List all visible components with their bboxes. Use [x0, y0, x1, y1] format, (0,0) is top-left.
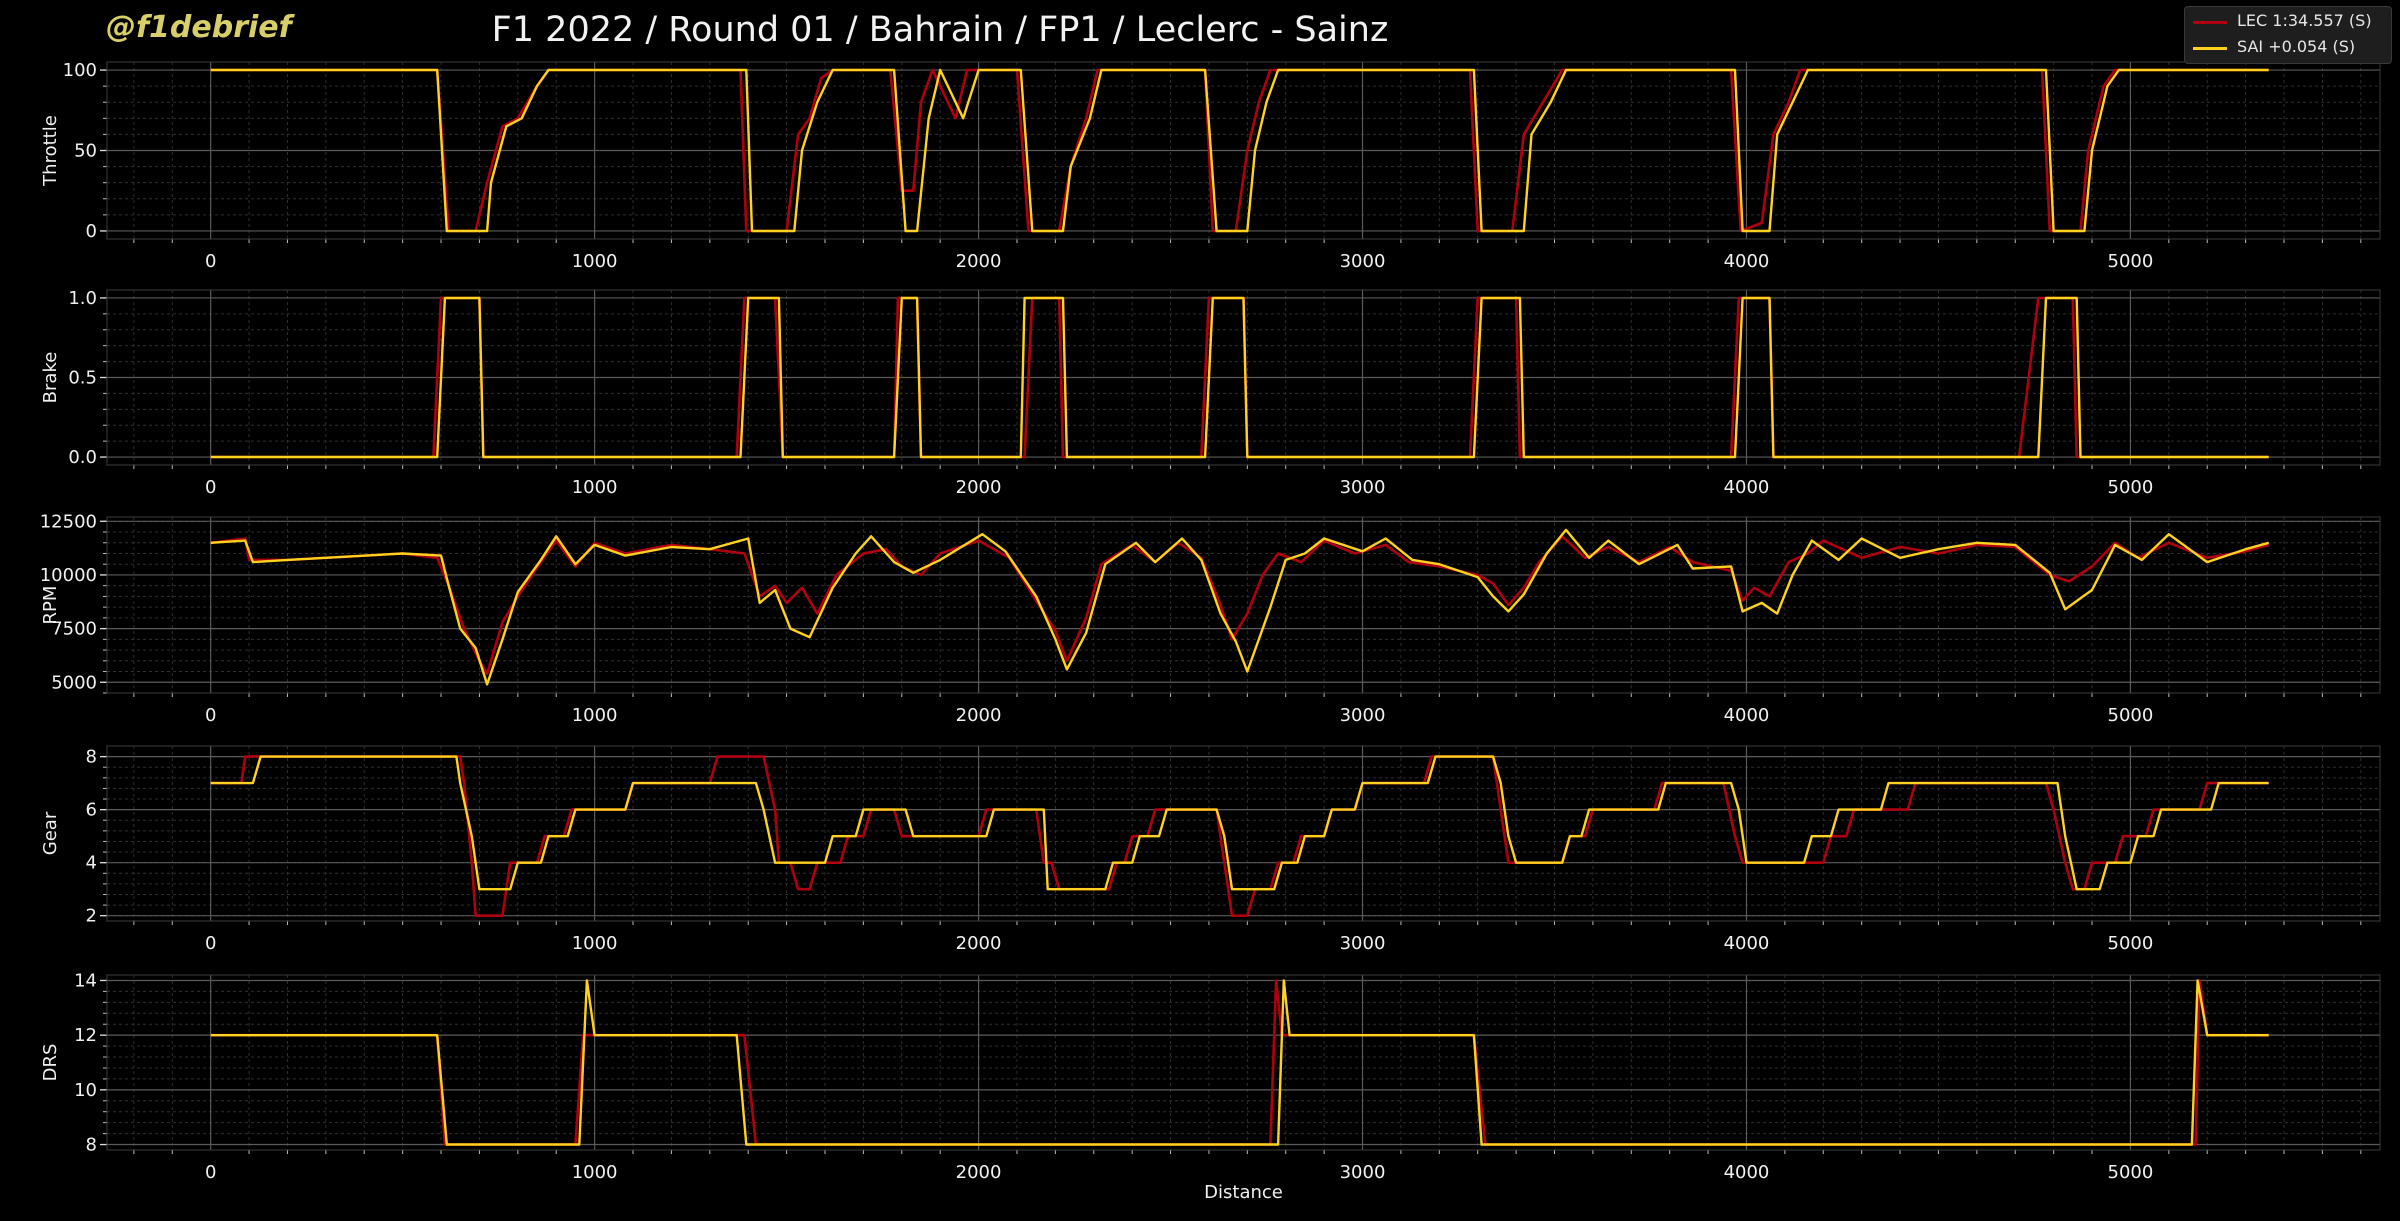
y-tick-label: 0.5 [68, 368, 97, 389]
y-tick-label: 1.0 [68, 288, 97, 309]
y-tick-label: 2 [86, 906, 97, 927]
series-line-lec [210, 755, 2269, 917]
legend-label-sai: SAI +0.054 (S) [2237, 37, 2356, 56]
y-tick-label: 12 [74, 1025, 97, 1046]
legend-entry-lec: LEC 1:34.557 (S) [2185, 10, 2391, 34]
x-axis-label: Distance [1204, 1182, 1283, 1203]
y-axis-label: Throttle [40, 115, 61, 187]
x-tick-label: 5000 [2108, 705, 2154, 726]
x-tick-label: 4000 [1724, 251, 1770, 272]
y-tick-label: 0 [86, 221, 97, 242]
y-tick-label: 50 [74, 141, 97, 162]
y-tick-label: 7500 [51, 619, 97, 640]
x-tick-label: 0 [205, 477, 216, 498]
x-tick-label: 1000 [572, 477, 618, 498]
x-tick-label: 3000 [1340, 1162, 1386, 1183]
x-tick-label: 1000 [572, 933, 618, 954]
x-tick-label: 0 [205, 933, 216, 954]
series-line-lec [210, 535, 2270, 675]
x-tick-label: 1000 [572, 705, 618, 726]
y-tick-label: 5000 [51, 672, 97, 693]
x-tick-label: 3000 [1340, 705, 1386, 726]
panel-frame [106, 61, 2381, 240]
panel-rpm: 0 1000 2000 3000 4000 5000 5000 7500 10000 12500 R… [40, 511, 2381, 726]
x-tick-label: 2000 [956, 1162, 1002, 1183]
x-tick-label: 1000 [572, 251, 618, 272]
series-line-sai [210, 68, 2269, 233]
panel-frame [106, 289, 2381, 466]
series-line-sai [210, 528, 2270, 686]
x-tick-label: 2000 [956, 933, 1002, 954]
y-tick-label: 8 [86, 1135, 97, 1156]
x-tick-label: 0 [205, 705, 216, 726]
series-line-sai [210, 979, 2269, 1146]
x-tick-label: 5000 [2108, 933, 2154, 954]
x-tick-label: 0 [205, 1162, 216, 1183]
y-tick-label: 4 [86, 853, 97, 874]
panel-throttle: 0 1000 2000 3000 4000 5000 0 50 100 Throttle [40, 60, 2381, 272]
y-tick-label: 100 [63, 60, 97, 81]
panel-frame [106, 516, 2381, 694]
panel-frame [106, 974, 2381, 1151]
legend: LEC 1:34.557 (S) SAI +0.054 (S) [2184, 6, 2392, 64]
legend-swatch-lec [2193, 21, 2227, 24]
y-tick-label: 0.0 [68, 447, 97, 468]
y-tick-label: 6 [86, 800, 97, 821]
series-line-sai [210, 755, 2269, 891]
series-line-sai [210, 296, 2269, 459]
x-tick-label: 4000 [1724, 933, 1770, 954]
panel-frame [106, 745, 2381, 922]
chart-title: F1 2022 / Round 01 / Bahrain / FP1 / Lec… [491, 10, 1389, 50]
y-axis-label: DRS [40, 1044, 61, 1082]
x-tick-label: 5000 [2108, 1162, 2154, 1183]
x-tick-label: 5000 [2108, 477, 2154, 498]
x-tick-label: 2000 [956, 705, 1002, 726]
legend-swatch-sai [2193, 47, 2227, 50]
y-axis-label: RPM [40, 586, 61, 625]
panel-gear: 0 1000 2000 3000 4000 5000 2 4 6 8 Gear [40, 745, 2381, 954]
x-tick-label: 4000 [1724, 1162, 1770, 1183]
x-tick-label: 1000 [572, 1162, 618, 1183]
x-tick-label: 0 [205, 251, 216, 272]
x-tick-label: 4000 [1724, 477, 1770, 498]
panel-drs: 0 1000 2000 3000 4000 5000 8 10 12 14 DRS [40, 970, 2381, 1183]
x-tick-label: 4000 [1724, 705, 1770, 726]
series-line-lec [210, 979, 2269, 1146]
x-tick-label: 2000 [956, 251, 1002, 272]
x-tick-label: 3000 [1340, 477, 1386, 498]
y-tick-label: 14 [74, 970, 97, 991]
legend-label-lec: LEC 1:34.557 (S) [2237, 11, 2372, 30]
y-axis-label: Gear [40, 811, 61, 855]
y-tick-label: 10000 [40, 565, 97, 586]
y-tick-label: 8 [86, 747, 97, 768]
y-tick-label: 10 [74, 1080, 97, 1101]
y-axis-label: Brake [40, 352, 61, 404]
x-tick-label: 3000 [1340, 251, 1386, 272]
x-tick-label: 3000 [1340, 933, 1386, 954]
y-tick-label: 12500 [40, 511, 97, 532]
x-tick-label: 2000 [956, 477, 1002, 498]
legend-entry-sai: SAI +0.054 (S) [2185, 36, 2391, 60]
panel-brake: 0 1000 2000 3000 4000 5000 0.0 0.5 1.0 Brake [40, 288, 2381, 498]
x-tick-label: 5000 [2108, 251, 2154, 272]
brand-watermark: @f1debrief [106, 10, 292, 45]
